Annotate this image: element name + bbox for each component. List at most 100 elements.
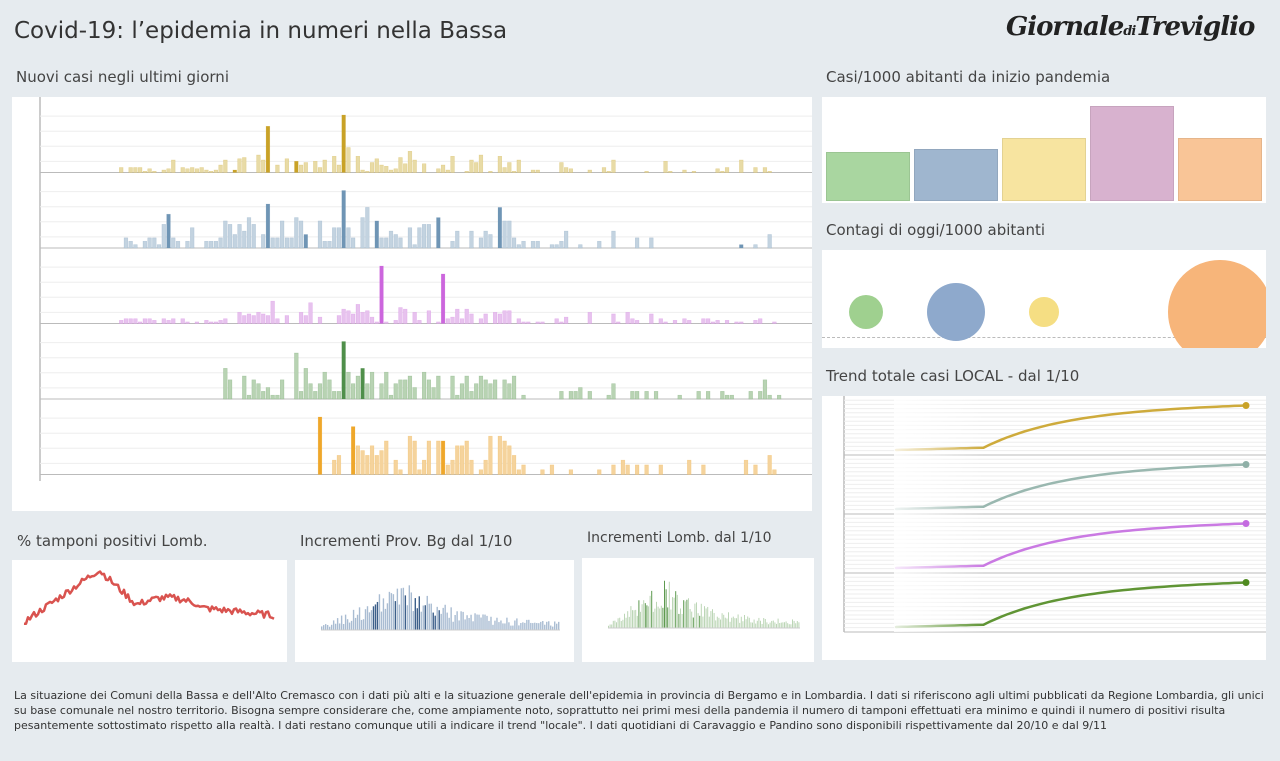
bar-treviglio	[440, 164, 446, 173]
bar-caravaggio	[360, 368, 365, 400]
bar-pandino	[483, 459, 488, 475]
bar-pandino	[332, 459, 337, 475]
bar-caravaggio	[261, 391, 266, 400]
bar-treviglio	[365, 171, 370, 173]
bar-caravaggio	[635, 391, 640, 400]
bar-treviglio	[535, 169, 540, 173]
bar	[668, 581, 670, 628]
bar-romano	[374, 220, 379, 249]
bar-romano	[450, 240, 455, 249]
bar	[683, 600, 685, 628]
bar	[366, 606, 369, 630]
bar-caravaggio	[308, 383, 313, 400]
bar-treviglio	[242, 157, 247, 173]
bar-rivolta	[521, 321, 526, 324]
bar	[436, 606, 438, 630]
bar-rivolta	[242, 315, 247, 324]
bar-romano	[360, 217, 365, 249]
bar	[761, 623, 763, 628]
bar-romano	[123, 237, 129, 249]
bar	[788, 624, 790, 628]
bar-caravaggio	[488, 383, 493, 400]
bar-caravaggio	[611, 383, 616, 400]
bar	[686, 599, 688, 628]
bar	[512, 625, 514, 630]
bar	[691, 611, 693, 628]
bar-caravaggio	[294, 352, 299, 400]
bar-treviglio	[412, 159, 417, 173]
bar-pandino	[469, 459, 474, 475]
bar	[769, 622, 771, 628]
bar	[504, 623, 506, 630]
bar-treviglio	[403, 163, 408, 173]
bar-romano	[511, 237, 517, 249]
bar	[673, 597, 675, 628]
bar	[508, 622, 510, 630]
bar-rivolta	[369, 316, 375, 324]
bar-caravaggio	[767, 394, 772, 400]
bar-romano	[497, 207, 502, 249]
bar-treviglio	[767, 171, 772, 173]
baseline	[822, 337, 1266, 338]
bar-pandino	[507, 445, 512, 475]
bar	[787, 623, 789, 628]
bar	[462, 611, 464, 630]
bar	[696, 602, 697, 628]
bar	[724, 617, 726, 628]
bar-romano	[265, 203, 271, 249]
bar-rivolta	[507, 310, 512, 324]
bar-romano	[251, 224, 256, 249]
bar-caravaggio	[606, 394, 611, 400]
bar-rivolta	[275, 318, 280, 324]
bar-romano	[549, 244, 555, 249]
bar-rivolta	[308, 302, 313, 324]
bar-treviglio	[407, 151, 413, 173]
bar-romano	[270, 237, 275, 249]
bar-caravaggio	[322, 371, 327, 400]
casi-1000-panel	[822, 97, 1266, 203]
bar-treviglio	[237, 158, 242, 173]
trend-end-point	[1242, 519, 1250, 527]
bar-caravaggio	[653, 391, 659, 400]
bar	[740, 616, 742, 628]
bar-romano	[516, 244, 521, 249]
bar	[398, 604, 401, 630]
bar-rivolta	[166, 320, 171, 324]
bar	[777, 618, 779, 628]
bar	[665, 589, 667, 628]
bar	[684, 601, 686, 628]
bar	[490, 616, 492, 630]
bar-pandino	[549, 464, 555, 475]
bar-romano	[171, 237, 176, 249]
bar-pandino	[459, 445, 465, 475]
bar-caravaggio	[459, 383, 465, 400]
bar	[616, 622, 617, 628]
bar	[540, 621, 542, 630]
bar-romano	[133, 244, 138, 249]
page-title: Covid-19: l’epidemia in numeri nella Bas…	[14, 18, 508, 44]
bar	[430, 603, 432, 630]
bar	[681, 614, 683, 628]
bar	[680, 608, 681, 628]
bar-romano	[128, 240, 133, 249]
bar-treviglio	[303, 162, 308, 173]
lomb-panel	[582, 558, 814, 662]
fade-overlay	[894, 396, 984, 455]
bar-romano	[185, 240, 190, 249]
bar-rivolta	[128, 318, 133, 324]
bar	[763, 618, 765, 628]
bar	[542, 621, 544, 630]
bar-rivolta	[611, 313, 616, 324]
bar	[330, 624, 333, 630]
bar	[458, 620, 460, 630]
bar-treviglio	[450, 156, 455, 173]
bar-romano	[242, 230, 247, 249]
bar-rivolta	[185, 321, 190, 324]
bar	[796, 621, 798, 628]
bar-caravaggio	[587, 391, 592, 400]
bar	[558, 621, 560, 630]
bar-rivolta	[237, 312, 242, 324]
bar-caravaggio	[502, 379, 507, 400]
bar-caravaggio	[327, 379, 332, 400]
bar-romano	[322, 240, 327, 249]
